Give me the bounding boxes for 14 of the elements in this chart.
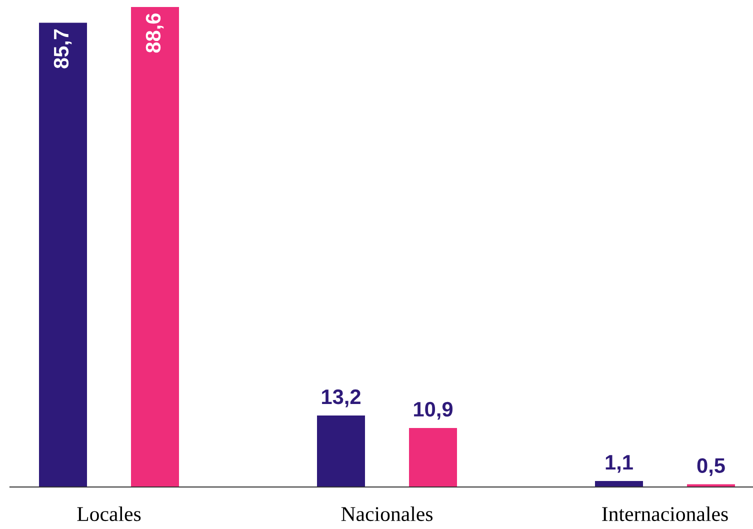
bar — [39, 22, 87, 487]
x-tick-label: Internacionales — [602, 506, 728, 522]
x-tick-label: Locales — [77, 506, 141, 522]
data-label: 88,6 — [146, 14, 164, 53]
x-tick-label: Nacionales — [341, 506, 433, 522]
bar — [595, 481, 643, 487]
data-label: 1,1 — [606, 455, 633, 473]
data-label: 13,2 — [322, 389, 360, 408]
data-label: 10,9 — [414, 402, 453, 420]
bar — [131, 7, 179, 487]
data-label: 0,5 — [697, 458, 725, 476]
bar — [409, 428, 457, 487]
bar — [317, 415, 365, 487]
data-label: 85,7 — [54, 29, 72, 68]
